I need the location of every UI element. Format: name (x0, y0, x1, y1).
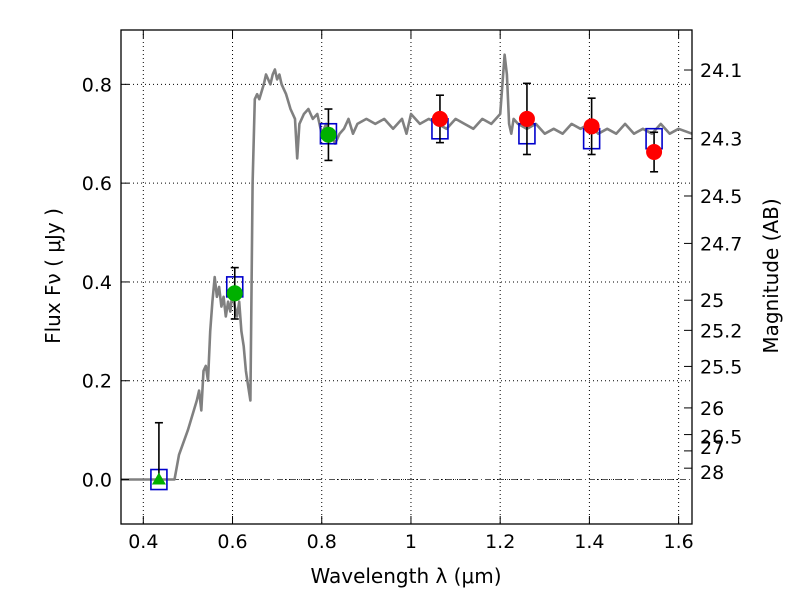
plot-frame (120, 29, 693, 525)
tick-labels: 0.4 0.6 0.8 1 1.2 1.4 1.6 0.0 0.2 0.4 0.6 0.8 24.1 24… (82, 60, 743, 553)
magnitude-tick-label: 25.2 (700, 320, 742, 342)
x-tick-label: 1.2 (485, 531, 515, 553)
magnitude-tick-label: 27 (700, 437, 724, 459)
y-tick-label: 0.6 (82, 173, 112, 195)
magnitude-tick-label: 25 (700, 290, 724, 312)
model-spectrum-line (121, 53, 693, 481)
x-tick-label: 1.4 (574, 531, 604, 553)
axes-frame (120, 29, 693, 525)
red-data-point (431, 110, 448, 127)
magnitude-tick-label: 24.3 (700, 129, 742, 151)
y-tick-label: 0.4 (82, 272, 112, 294)
y-tick-label: 0.2 (82, 371, 112, 393)
x-tick-label: 0.8 (307, 531, 337, 553)
x-axis-label: Wavelength λ (μm) (310, 564, 501, 588)
magnitude-tick-label: 24.7 (700, 233, 742, 255)
x-tick-label: 1.6 (664, 531, 694, 553)
magnitude-tick-label: 26 (700, 398, 724, 420)
x-tick-label: 0.6 (217, 531, 247, 553)
y-axis-label-right: Magnitude (AB) (759, 198, 783, 353)
green-data-point (226, 285, 243, 302)
model-spectrum (121, 53, 693, 481)
magnitude-tick-label: 28 (700, 462, 724, 484)
y-tick-label: 0.8 (82, 74, 112, 96)
x-tick-label: 0.4 (128, 531, 158, 553)
magnitude-tick-label: 26.5 (700, 427, 742, 449)
magnitude-tick-label: 24.5 (700, 186, 742, 208)
upper-limit-triangle (151, 472, 166, 485)
y-axis-label: Flux Fν ( μJy ) (41, 208, 65, 344)
red-data-point (646, 144, 663, 161)
x-tick-label: 1 (405, 531, 417, 553)
y-tick-label: 0.0 (82, 470, 112, 492)
data-points (150, 82, 663, 491)
green-data-point (320, 126, 337, 143)
magnitude-tick-label: 25.5 (700, 356, 742, 378)
grid (121, 30, 692, 524)
red-data-point (518, 110, 535, 127)
magnitude-tick-label: 24.1 (700, 60, 742, 82)
red-data-point (583, 118, 600, 135)
